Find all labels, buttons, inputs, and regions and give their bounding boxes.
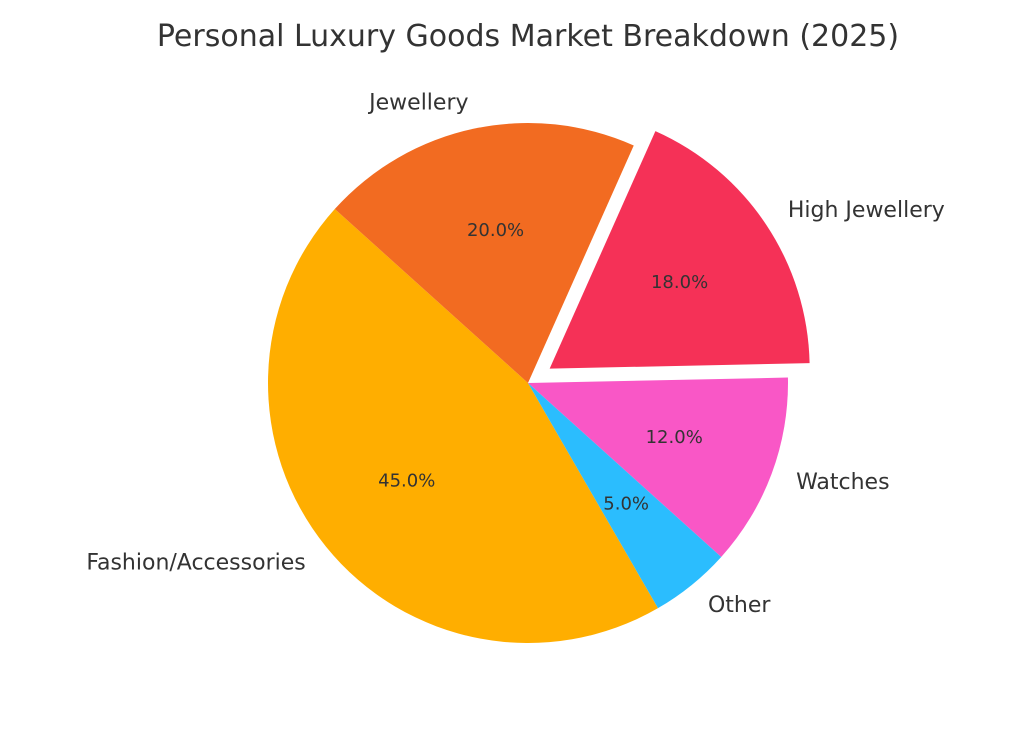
pct-label-other: 5.0% [603, 494, 649, 515]
chart-title: Personal Luxury Goods Market Breakdown (… [157, 19, 899, 54]
pct-label-watches: 12.0% [646, 427, 703, 448]
pie-slice-jewellery [334, 122, 634, 383]
pie-slice-other [528, 383, 722, 609]
slice-label-high-jewellery: High Jewellery [788, 198, 945, 223]
pie-slice-fashion-accessories [267, 209, 658, 644]
pie-slice-high-jewellery [549, 131, 810, 369]
pct-label-fashion-accessories: 45.0% [378, 471, 435, 492]
slice-label-watches: Watches [796, 470, 890, 495]
pie-slice-watches [528, 377, 789, 557]
pie-slices [267, 122, 810, 644]
slice-label-other: Other [708, 593, 771, 618]
slice-label-jewellery: Jewellery [367, 91, 468, 116]
pie-labels: 45.0% Fashion/Accessories 20.0% Jewellery 18… [86, 91, 944, 618]
pct-label-jewellery: 20.0% [467, 220, 524, 241]
pct-label-high-jewellery: 18.0% [651, 272, 708, 293]
slice-label-fashion-accessories: Fashion/Accessories [86, 550, 305, 575]
